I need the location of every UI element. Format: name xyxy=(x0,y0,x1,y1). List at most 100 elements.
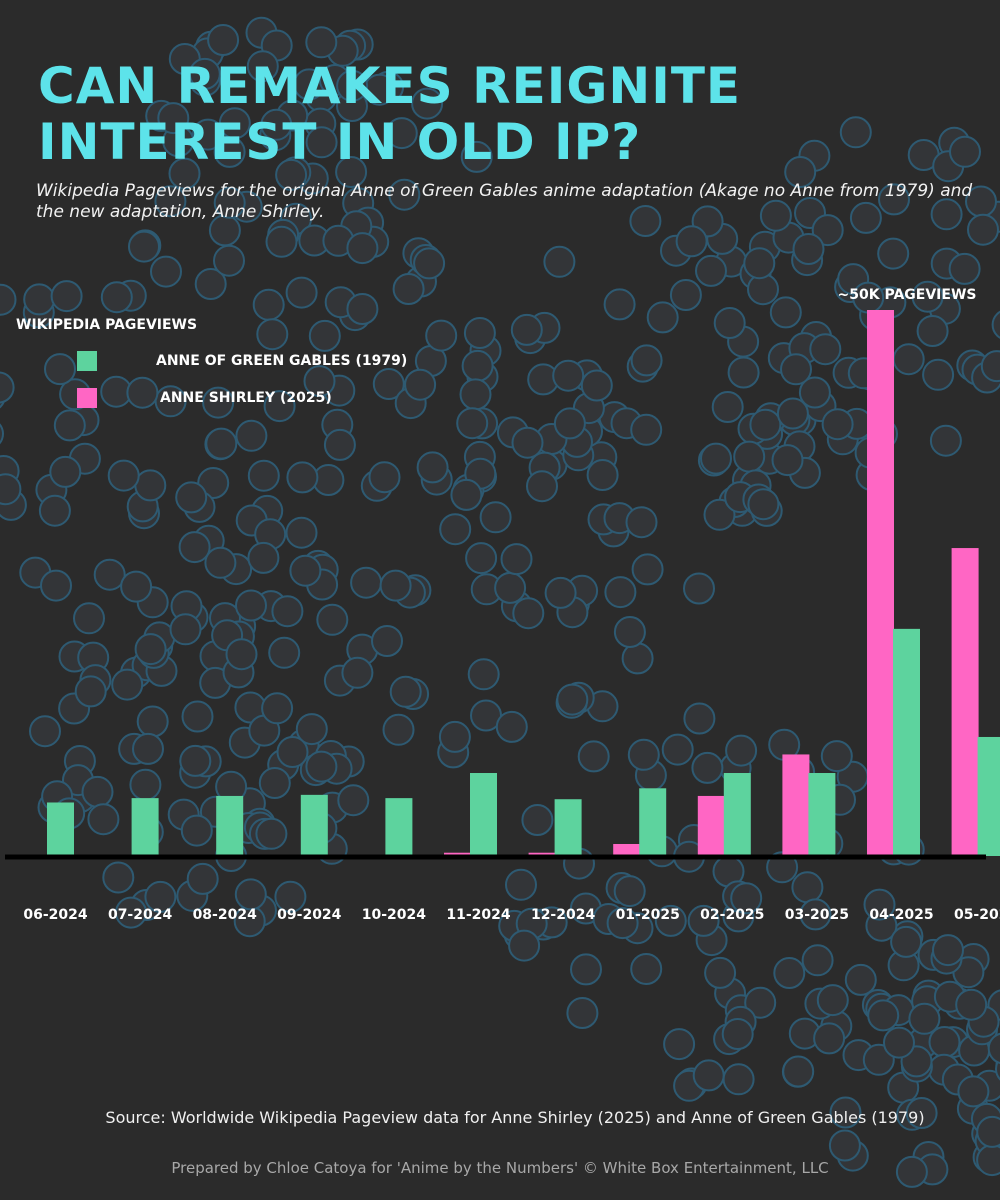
background-circle xyxy=(194,268,227,300)
background-circle xyxy=(411,87,444,120)
background-circle xyxy=(631,553,664,586)
background-circle xyxy=(132,732,164,765)
bar-anne-shirley-2025 xyxy=(528,852,556,856)
bar-anne-of-green-gables-1979 xyxy=(385,798,413,856)
background-circle xyxy=(188,57,221,90)
background-circle xyxy=(995,1057,1000,1081)
x-tick-label: 10-2024 xyxy=(362,907,427,923)
background-circle xyxy=(107,459,140,492)
background-circle xyxy=(890,925,923,958)
background-circle xyxy=(725,734,758,767)
background-circle xyxy=(782,1055,815,1088)
background-circle xyxy=(335,156,368,188)
x-tick-label: 04-2025 xyxy=(869,907,933,923)
background-circle xyxy=(799,898,832,931)
background-circle xyxy=(286,461,319,494)
background-circle xyxy=(552,359,585,392)
background-circle xyxy=(511,426,544,459)
background-circle xyxy=(371,625,403,657)
background-circle xyxy=(261,692,294,725)
x-tick-label: 11-2024 xyxy=(446,907,511,923)
background-circle xyxy=(721,1018,754,1050)
bar-anne-shirley-2025 xyxy=(782,754,810,856)
background-circle xyxy=(613,616,646,648)
background-circle xyxy=(305,26,338,59)
background-circle xyxy=(877,237,910,270)
background-circle xyxy=(73,602,105,635)
bar-anne-of-green-gables-1979 xyxy=(300,794,328,856)
background-circle xyxy=(604,576,637,609)
credit-note: Prepared by Chloe Catoya for 'Anime by t… xyxy=(171,1159,829,1177)
background-circle xyxy=(512,597,545,630)
background-circle xyxy=(816,984,849,1017)
background-circle xyxy=(0,423,4,445)
background-circle xyxy=(368,461,401,494)
x-tick-label: 06-2024 xyxy=(23,907,88,923)
background-circle xyxy=(829,1096,862,1129)
background-circle xyxy=(820,740,853,773)
background-circle xyxy=(508,929,541,962)
background-circle xyxy=(543,245,576,278)
background-circle xyxy=(922,358,955,391)
background-circle xyxy=(305,750,338,783)
x-tick-label: 09-2024 xyxy=(277,907,342,923)
background-circle xyxy=(630,953,663,985)
background-circle xyxy=(49,455,82,488)
bar-anne-shirley-2025 xyxy=(613,843,641,856)
background-circle xyxy=(247,459,280,492)
background-circle xyxy=(553,407,586,440)
bar-anne-shirley-2025 xyxy=(444,852,471,856)
background-circle xyxy=(44,353,76,386)
background-circle xyxy=(630,344,663,377)
background-circle xyxy=(385,117,418,150)
background-circle xyxy=(976,1115,1000,1148)
background-circle xyxy=(722,1063,755,1096)
background-circle xyxy=(341,656,374,689)
background-circle xyxy=(700,442,732,475)
background-circle xyxy=(743,247,776,280)
background-circle xyxy=(987,1032,1000,1064)
background-circle xyxy=(115,896,147,929)
background-circle xyxy=(178,531,211,564)
background-circle xyxy=(180,814,213,847)
chart-title: Can Remakes Reignite Interest in Old IP? xyxy=(38,57,742,171)
background-circle xyxy=(438,720,471,753)
background-circle xyxy=(265,225,298,258)
background-circle xyxy=(991,310,1000,339)
background-circle xyxy=(930,198,963,231)
background-circle xyxy=(521,804,554,836)
background-circle xyxy=(949,135,981,168)
background-circle xyxy=(713,307,746,339)
background-circle xyxy=(379,569,412,602)
x-tick-label: 03-2025 xyxy=(785,907,849,923)
background-circle xyxy=(570,953,602,986)
background-circle xyxy=(630,413,663,446)
bar-anne-of-green-gables-1979 xyxy=(131,798,159,856)
background-circle xyxy=(730,882,763,915)
background-circle xyxy=(154,185,187,218)
background-circle xyxy=(769,296,802,329)
background-circle xyxy=(285,516,318,549)
background-circle xyxy=(74,675,107,708)
background-circle xyxy=(336,69,369,102)
background-circle xyxy=(126,376,159,409)
background-circle xyxy=(465,542,498,575)
background-circle xyxy=(120,570,153,603)
background-circle xyxy=(627,738,660,771)
background-circle xyxy=(566,997,599,1029)
background-circle xyxy=(392,273,425,305)
background-circle xyxy=(695,254,727,287)
background-circle xyxy=(425,319,458,352)
background-circle xyxy=(179,744,212,777)
background-circle xyxy=(134,633,167,666)
background-circle xyxy=(192,118,224,151)
background-circle xyxy=(683,572,715,605)
background-circle xyxy=(255,817,288,850)
background-circle xyxy=(29,715,61,748)
background-circle xyxy=(863,888,896,921)
background-circle xyxy=(905,1097,938,1129)
background-circle xyxy=(654,904,687,937)
background-circle xyxy=(337,784,370,817)
background-circle xyxy=(744,986,777,1019)
